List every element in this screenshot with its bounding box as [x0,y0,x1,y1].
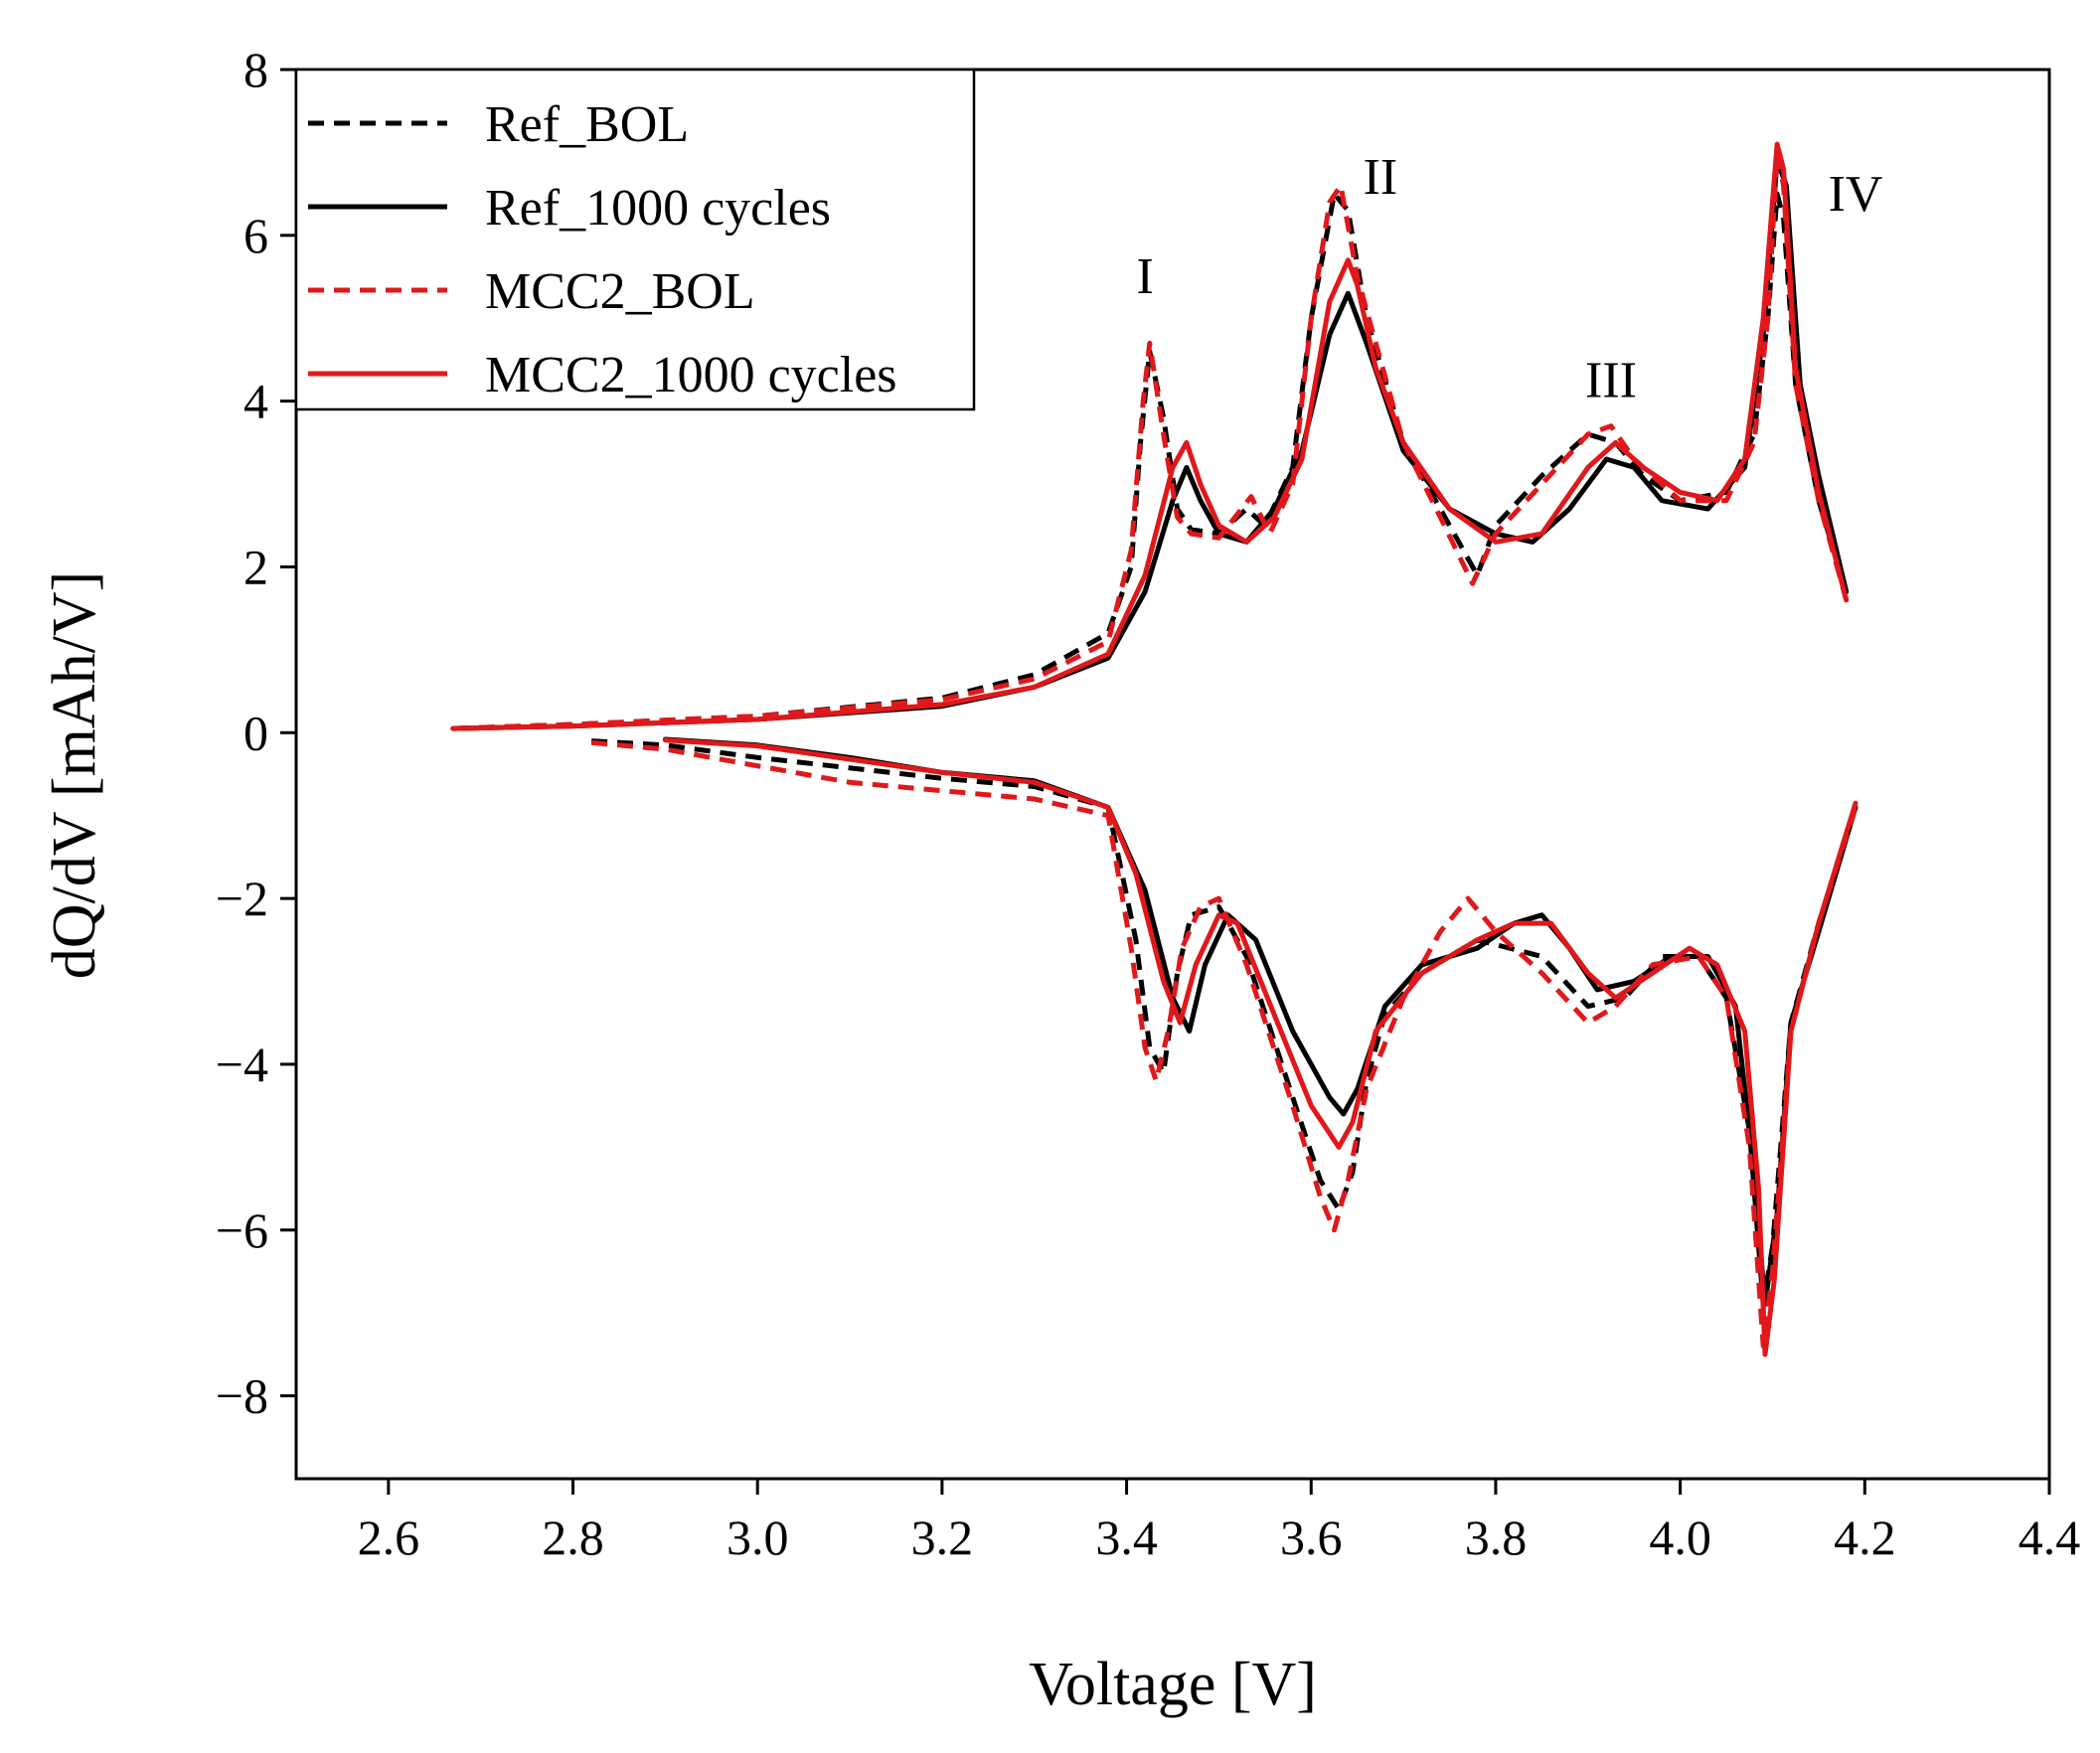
plot-frame [294,68,2051,1481]
series-line-mcc2-1000-cycles-discharge [662,737,1858,1357]
peak-label-ii: II [1364,149,1398,206]
series-line-mcc2-1000-cycles-charge [450,141,1850,731]
y-axis: −8 −6 −4 −2 0 2 4 6 8 [216,42,296,1424]
x-tick-label: 2.8 [542,1510,604,1565]
x-tick-label: 3.4 [1095,1510,1158,1565]
y-tick-label: −4 [216,1036,268,1092]
legend-label-mcc2-1000-cycles: MCC2_1000 cycles [485,347,897,403]
peak-label-iv: IV [1829,166,1883,223]
y-tick-label: −6 [216,1202,268,1258]
x-tick-label: 4.2 [1834,1510,1896,1565]
y-tick-label: 0 [243,705,268,760]
legend-label-ref-1000-cycles: Ref_1000 cycles [485,180,831,237]
y-tick-label: −8 [216,1368,268,1424]
series-line-mcc2-bol-charge [452,149,1850,731]
y-axis-title: dQ/dV [mAh/V] [41,571,108,979]
x-tick-label: 3.2 [911,1510,974,1565]
y-tick-label: −2 [216,871,268,926]
legend-entries: Ref_BOL Ref_1000 cycles MCC2_BOL MCC2_1000 … [308,96,897,403]
legend-box [294,68,976,411]
peak-label-i: I [1136,248,1153,305]
peak-label-iii: III [1585,352,1637,408]
x-tick-label: 3.6 [1280,1510,1343,1565]
x-axis: 2.6 2.8 3.0 3.2 3.4 3.6 3.8 4.0 4.2 4.4 [358,1479,2081,1565]
x-tick-label: 4.0 [1649,1510,1711,1565]
series-layer [450,141,1858,1357]
y-tick-label: 6 [243,208,268,263]
series-line-ref-bol-discharge [590,738,1858,1308]
y-tick-label: 2 [243,539,268,594]
legend-label-ref-bol: Ref_BOL [485,96,689,153]
series-line-mcc2-bol-discharge [590,739,1858,1349]
x-tick-label: 4.4 [2019,1510,2081,1565]
x-axis-title: Voltage [V] [1029,1651,1317,1718]
x-tick-label: 2.6 [358,1510,420,1565]
x-tick-label: 3.0 [727,1510,789,1565]
x-tick-label: 3.8 [1465,1510,1528,1565]
legend: Ref_BOL Ref_1000 cycles MCC2_BOL MCC2_1000 … [294,68,976,411]
series-line-ref-1000-cycles-discharge [662,736,1858,1308]
y-tick-label: 8 [243,42,268,97]
legend-label-mcc2-bol: MCC2_BOL [485,263,755,320]
y-tick-label: 4 [243,374,268,429]
